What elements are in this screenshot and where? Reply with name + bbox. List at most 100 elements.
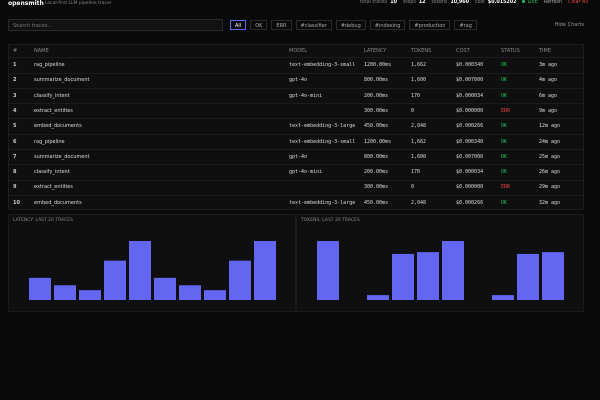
- filter-button[interactable]: All: [230, 20, 247, 30]
- column-header: TIME: [539, 48, 552, 54]
- table-cell: $0.000000: [456, 184, 484, 191]
- table-cell: 1: [13, 62, 17, 68]
- table-cell: 10: [13, 199, 20, 206]
- bar: [179, 285, 201, 300]
- bar: [392, 253, 414, 300]
- bar: [154, 277, 176, 300]
- column-header: NAME: [34, 48, 49, 54]
- column-header: MODEL: [289, 48, 308, 54]
- table-cell: 7: [13, 153, 17, 160]
- table-cell: 800.00ms: [364, 77, 389, 84]
- table-cell: 4: [13, 107, 17, 114]
- filter-button[interactable]: ERR: [271, 20, 292, 30]
- filter-button[interactable]: #rag: [454, 20, 477, 30]
- table-cell: 450.00ms: [364, 123, 389, 130]
- bar: [442, 241, 464, 300]
- bar: [367, 295, 389, 300]
- column-header: #: [13, 48, 18, 54]
- row-divider: [9, 118, 583, 120]
- stat-value: 10: [390, 0, 397, 5]
- table-cell: $0.000034: [456, 169, 484, 176]
- table-cell: extract_entities: [34, 184, 73, 191]
- chart-panel: TOKENS: LAST 20 TRACES: [296, 214, 584, 312]
- table-cell: ERR: [501, 184, 511, 191]
- filter-button[interactable]: #indexing: [369, 20, 406, 30]
- chart-panel: LATENCY: LAST 20 TRACES: [8, 214, 296, 312]
- table-cell: OK: [501, 123, 508, 130]
- column-header: LATENCY: [364, 48, 387, 54]
- table-cell: gpt-4o: [289, 77, 308, 84]
- bar: [104, 260, 126, 300]
- row-divider: [9, 72, 583, 74]
- table-cell: 300.00ms: [364, 107, 389, 114]
- table-cell: $0.000340: [456, 62, 484, 68]
- bar: [517, 253, 539, 300]
- table-cell: text-embedding-3-small: [289, 62, 356, 68]
- table-cell: 3: [13, 92, 17, 99]
- table-cell: gpt-4o: [289, 153, 308, 160]
- table-cell: classify_intent: [34, 169, 70, 176]
- live-indicator: LIVE: [522, 0, 538, 5]
- table-cell: $0.000000: [456, 107, 484, 114]
- table-cell: $0.000340: [456, 138, 484, 145]
- table-cell: 1200.00ms: [364, 62, 392, 68]
- search-placeholder: Search traces...: [13, 23, 53, 29]
- bar: [204, 290, 226, 300]
- clear-button[interactable]: Clear All: [567, 0, 588, 5]
- search-input[interactable]: Search traces...: [8, 19, 223, 31]
- table-cell: embed_documents: [34, 199, 82, 206]
- table-cell: OK: [501, 77, 508, 84]
- filter-button[interactable]: #classifier: [295, 20, 332, 30]
- trace-table: # NAME MODEL LATENCY TOKENS COST STATUS TIME 1 ra…: [8, 44, 584, 210]
- bar: [229, 260, 251, 300]
- table-cell: 0: [411, 107, 415, 114]
- filters: All OK ERR #classifier #debug #indexing #produ…: [230, 20, 477, 30]
- stat-value: 12: [418, 0, 426, 5]
- stat: cost $0.015202: [475, 0, 516, 5]
- table-cell: $0.000266: [456, 199, 484, 206]
- bar: [492, 295, 514, 300]
- filter-button[interactable]: #production: [409, 20, 451, 30]
- hide-charts-button[interactable]: Hide Charts: [554, 22, 584, 28]
- bar: [317, 241, 339, 300]
- row-divider: [9, 87, 583, 89]
- table-cell: OK: [501, 62, 508, 68]
- stat: tokens 10,960: [432, 0, 469, 5]
- chart-title: LATENCY: LAST 20 TRACES: [13, 218, 73, 223]
- stat-label: total traces: [359, 0, 388, 5]
- bar: [254, 241, 276, 300]
- table-cell: embed_documents: [34, 123, 82, 130]
- filter-button[interactable]: OK: [250, 20, 268, 30]
- row-divider: [9, 133, 583, 135]
- table-cell: summarize_document: [34, 153, 90, 160]
- table-cell: 24m ago: [539, 138, 561, 145]
- bar: [29, 277, 51, 300]
- table-cell: 1200.00ms: [364, 138, 392, 145]
- table-cell: 29m ago: [539, 184, 561, 191]
- table-cell: text-embedding-3-small: [289, 138, 356, 145]
- table-cell: 8: [13, 169, 17, 176]
- live-label: LIVE: [527, 0, 538, 5]
- table-cell: summarize_document: [34, 77, 90, 84]
- table-cell: gpt-4o-mini: [289, 169, 323, 176]
- table-cell: 170: [411, 169, 421, 176]
- table-cell: 26m ago: [539, 169, 561, 176]
- table-cell: 800.00ms: [364, 153, 389, 160]
- table-cell: gpt-4o-mini: [289, 92, 323, 99]
- refresh-button[interactable]: Refresh: [543, 0, 562, 5]
- filter-button[interactable]: #debug: [335, 20, 366, 30]
- column-header: COST: [456, 48, 470, 54]
- table-cell: 0: [411, 184, 415, 191]
- table-cell: 25m ago: [539, 153, 561, 160]
- table-cell: 2: [13, 77, 17, 84]
- stat-label: tokens: [431, 0, 448, 5]
- row-divider: [9, 103, 583, 105]
- bar: [54, 285, 76, 300]
- stats: total traces 10 steps 12 tokens 10,960 cost $0.…: [360, 0, 588, 5]
- bar-chart: [29, 241, 276, 300]
- stat-label: cost: [474, 0, 485, 5]
- table-cell: $0.000034: [456, 92, 484, 99]
- table-cell: 200.00ms: [364, 169, 389, 176]
- table-cell: 1,600: [411, 77, 427, 84]
